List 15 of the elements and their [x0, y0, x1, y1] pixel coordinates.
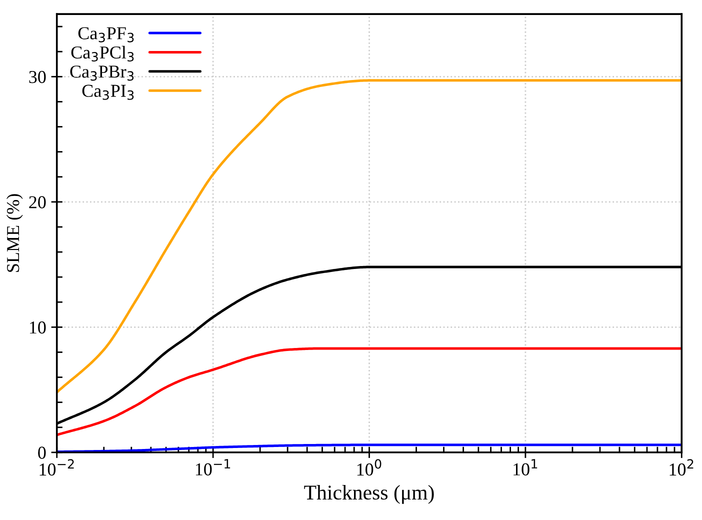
legend-label: Ca$_{3}$PBr$_{3}$ — [70, 66, 134, 81]
y-tick-label: 30 — [29, 70, 46, 84]
x-tick-label: 10$^{1}$ — [514, 459, 538, 476]
y-tick-label: 10 — [30, 321, 46, 334]
y-tick-label: 0 — [38, 446, 46, 459]
y-axis-title: SLME (%) — [6, 194, 23, 272]
x-axis-title: Thickness (μm) — [304, 484, 434, 504]
x-tick-label: 10$^{−2}$ — [40, 459, 74, 476]
x-tick-label: 10$^{0}$ — [357, 459, 382, 476]
x-tick-label: 10$^{−1}$ — [196, 459, 230, 476]
legend-label: Ca$_{3}$PF$_{3}$ — [78, 27, 134, 42]
y-tick-label: 20 — [29, 196, 46, 208]
x-tick-label: 10$^{2}$ — [670, 459, 694, 476]
legend-label: Ca$_{3}$PCl$_{3}$ — [71, 46, 134, 62]
legend-label: Ca$_{3}$PI$_{3}$ — [82, 84, 134, 100]
